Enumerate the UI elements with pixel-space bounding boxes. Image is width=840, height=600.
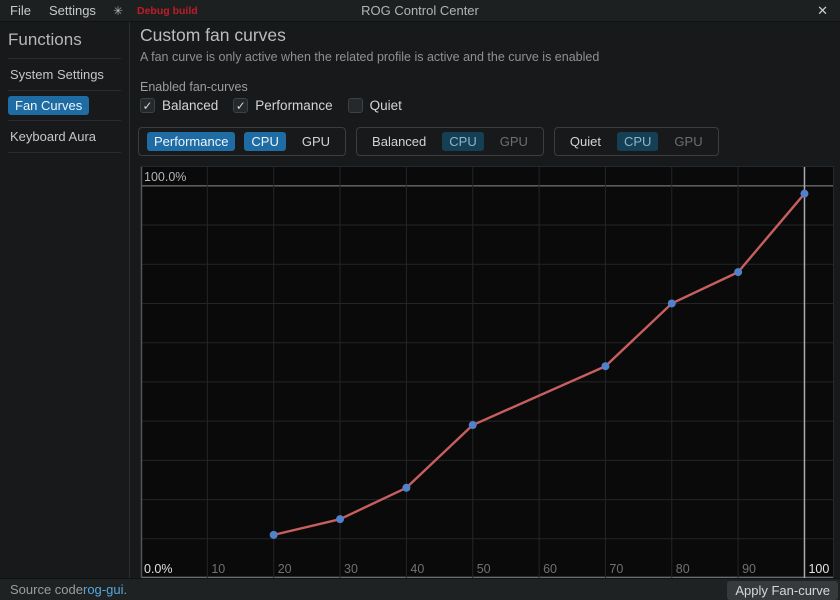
fan-curve-plot[interactable]: 10 20 30 40 50 60 70 80 90 100 100.0% 0.0% bbox=[141, 167, 833, 578]
menu-settings[interactable]: Settings bbox=[48, 3, 96, 18]
checkbox-performance-label: Performance bbox=[255, 98, 333, 113]
checkbox-performance[interactable]: ✓ Performance bbox=[233, 98, 333, 113]
theme-toggle-icon[interactable]: ✳ bbox=[112, 3, 123, 18]
fan-curve-group-quiet: Quiet CPU GPU bbox=[553, 127, 719, 156]
profile-tabs-row: Performance CPU GPU Balanced CPU GPU Qui… bbox=[138, 127, 719, 156]
checkbox-quiet[interactable]: Quiet bbox=[347, 98, 402, 113]
checkbox-balanced-box: ✓ bbox=[140, 98, 155, 113]
sidebar-item-system-settings[interactable]: System Settings bbox=[10, 67, 104, 82]
debug-build-badge: Debug build bbox=[137, 4, 198, 17]
x-tick-label: 70 bbox=[609, 562, 623, 576]
sidebar-item-fan-curves-label: Fan Curves bbox=[8, 96, 90, 115]
main-panel: Custom fan curves A fan curve is only ac… bbox=[131, 22, 840, 579]
checkbox-balanced[interactable]: ✓ Balanced bbox=[140, 98, 218, 113]
curve-point[interactable] bbox=[468, 421, 477, 430]
tab-performance-gpu[interactable]: GPU bbox=[301, 134, 331, 149]
enabled-fan-curves-checkbox-row: ✓ Balanced ✓ Performance Quiet bbox=[140, 98, 402, 113]
divider bbox=[8, 58, 121, 59]
tab-quiet[interactable]: Quiet bbox=[569, 134, 601, 149]
x-tick-label: 20 bbox=[278, 562, 292, 576]
curve-point[interactable] bbox=[402, 483, 411, 492]
sidebar-item-fan-curves[interactable]: Fan Curves bbox=[8, 91, 121, 120]
tab-balanced-cpu[interactable]: CPU bbox=[442, 132, 484, 151]
curve-point[interactable] bbox=[269, 530, 278, 539]
tab-balanced-gpu[interactable]: GPU bbox=[499, 134, 528, 149]
sidebar-item-keyboard-aura[interactable]: Keyboard Aura bbox=[10, 129, 97, 144]
divider bbox=[8, 120, 121, 121]
curve-point[interactable] bbox=[800, 189, 809, 198]
curve-point[interactable] bbox=[667, 299, 676, 308]
tab-quiet-cpu[interactable]: CPU bbox=[616, 132, 659, 151]
checkbox-quiet-label: Quiet bbox=[369, 98, 402, 113]
x-tick-label: 90 bbox=[742, 562, 756, 576]
curve-point[interactable] bbox=[734, 268, 743, 277]
fan-curve-group-balanced: Balanced CPU GPU bbox=[356, 127, 544, 156]
fan-curve-chart[interactable]: 10 20 30 40 50 60 70 80 90 100 100.0% 0.0% bbox=[140, 166, 834, 579]
fan-curve-group-performance: Performance CPU GPU bbox=[138, 127, 347, 156]
x-tick-label: 50 bbox=[477, 562, 491, 576]
menu-file[interactable]: File bbox=[10, 3, 31, 18]
close-icon[interactable]: ✕ bbox=[817, 3, 828, 18]
tab-quiet-gpu[interactable]: GPU bbox=[674, 134, 703, 149]
x-tick-label: 100 bbox=[808, 562, 829, 576]
x-tick-label: 80 bbox=[676, 562, 690, 576]
tab-performance-cpu[interactable]: CPU bbox=[244, 132, 286, 151]
tab-performance[interactable]: Performance bbox=[147, 132, 236, 151]
divider bbox=[8, 90, 121, 91]
title-bar: File Settings ✳ Debug build ROG Control … bbox=[0, 0, 840, 22]
y-axis-max-label: 100.0% bbox=[144, 170, 186, 184]
curve-point[interactable] bbox=[336, 515, 345, 524]
source-code-link[interactable]: rog-gui. bbox=[83, 582, 128, 597]
apply-fan-curve-button[interactable]: Apply Fan-curve bbox=[727, 581, 838, 600]
x-tick-label: 40 bbox=[410, 562, 424, 576]
x-tick-label: 10 bbox=[211, 562, 225, 576]
enabled-fan-curves-label: Enabled fan-curves bbox=[140, 80, 248, 94]
y-axis-min-label: 0.0% bbox=[144, 562, 173, 576]
x-tick-label: 30 bbox=[344, 562, 358, 576]
divider bbox=[8, 152, 121, 153]
footer-bar: Source code rog-gui. Apply Fan-curve bbox=[0, 578, 840, 600]
checkbox-balanced-label: Balanced bbox=[162, 98, 219, 113]
fan-curve-line bbox=[273, 192, 806, 537]
page-subtitle: A fan curve is only active when the rela… bbox=[140, 50, 600, 64]
x-tick-label: 60 bbox=[543, 562, 557, 576]
tab-balanced[interactable]: Balanced bbox=[372, 134, 427, 149]
curve-point[interactable] bbox=[601, 362, 610, 371]
sidebar-header: Functions bbox=[8, 30, 82, 49]
page-title: Custom fan curves bbox=[140, 25, 286, 45]
checkbox-quiet-box bbox=[347, 98, 363, 113]
checkbox-performance-box: ✓ bbox=[233, 98, 249, 113]
source-code-label: Source code bbox=[10, 582, 83, 597]
sidebar: Functions System Settings Fan Curves Key… bbox=[0, 22, 130, 578]
